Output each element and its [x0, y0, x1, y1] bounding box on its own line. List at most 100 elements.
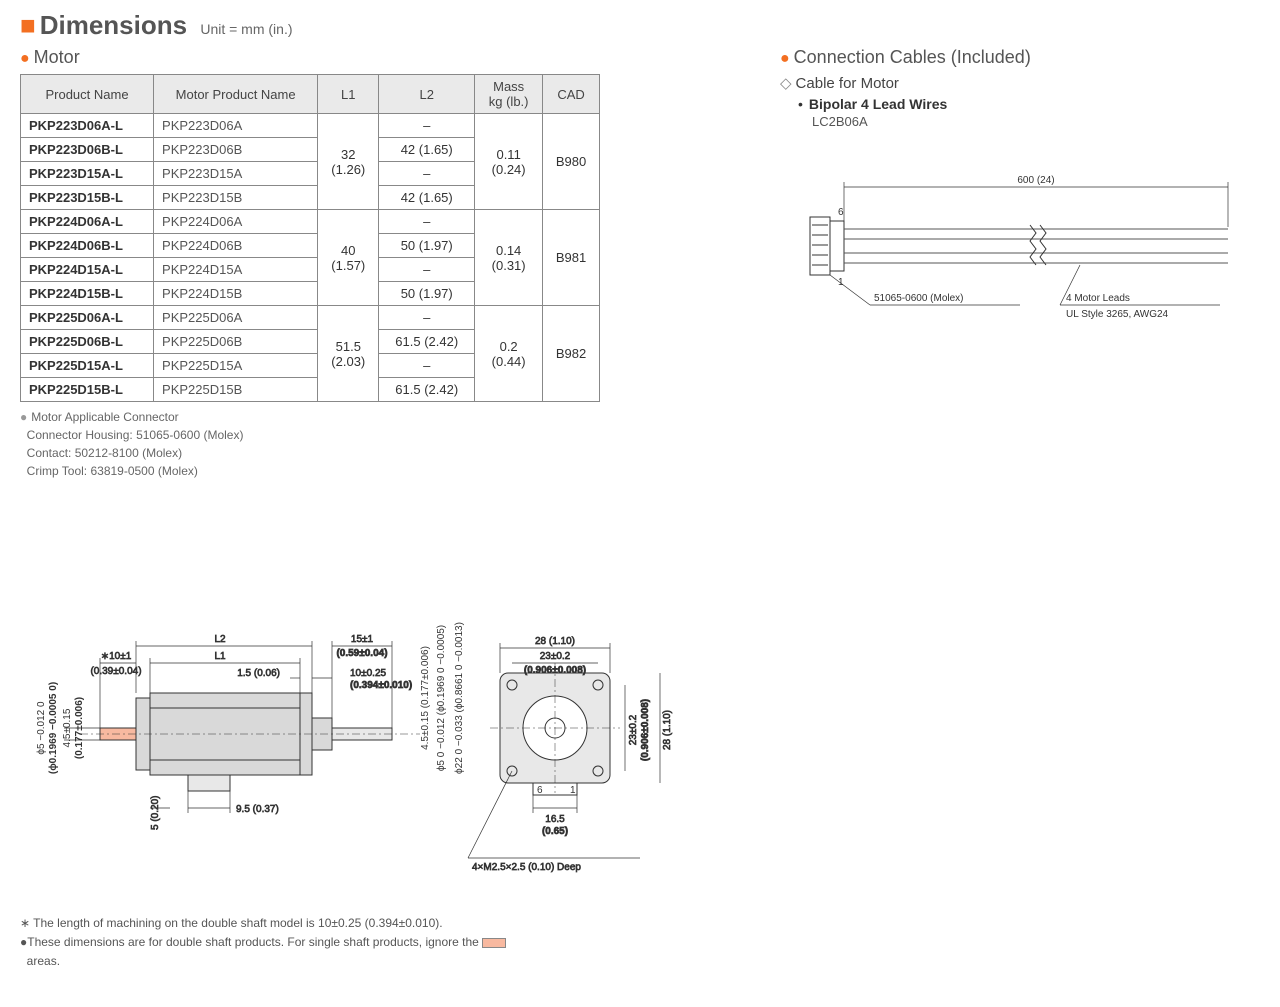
footnotes: ∗ The length of machining on the double …	[20, 914, 740, 972]
cell-product: PKP223D06A-L	[21, 114, 154, 138]
cell-l2: 42 (1.65)	[379, 186, 475, 210]
cell-motor: PKP224D06B	[154, 234, 318, 258]
cell-l2: –	[379, 162, 475, 186]
svg-text:∗10±1: ∗10±1	[101, 651, 132, 662]
cell-product: PKP223D15B-L	[21, 186, 154, 210]
cell-l2: 61.5 (2.42)	[379, 378, 475, 402]
footnote-areas: areas.	[27, 954, 60, 968]
cell-motor: PKP224D06A	[154, 210, 318, 234]
table-row: PKP224D06A-LPKP224D06A40(1.57)–0.14(0.31…	[21, 210, 600, 234]
svg-text:1: 1	[570, 785, 576, 796]
cell-motor: PKP223D06B	[154, 138, 318, 162]
cell-product: PKP224D06A-L	[21, 210, 154, 234]
svg-text:5 (0.20): 5 (0.20)	[150, 796, 161, 830]
unit-label: Unit = mm (in.)	[200, 21, 292, 37]
motor-heading-text: Motor	[34, 47, 80, 67]
title-square-icon: ■	[20, 10, 36, 40]
col-product-name: Product Name	[21, 75, 154, 114]
cable-type: Bipolar 4 Lead Wires	[809, 96, 947, 112]
cell-product: PKP223D15A-L	[21, 162, 154, 186]
svg-text:ϕ5 0 −0.012 (ϕ0.1969 0 −0.0005: ϕ5 0 −0.012 (ϕ0.1969 0 −0.0005)	[436, 625, 447, 771]
cell-product: PKP224D06B-L	[21, 234, 154, 258]
note-line: Crimp Tool: 63819-0500 (Molex)	[27, 464, 198, 478]
col-cad: CAD	[543, 75, 600, 114]
cell-motor: PKP224D15B	[154, 282, 318, 306]
cables-heading: ●Connection Cables (Included)	[780, 47, 1260, 68]
cell-motor: PKP225D15B	[154, 378, 318, 402]
cable-drawing: 6 1 600 (24) 51065-0600 (Molex) 4 Motor …	[780, 147, 1240, 347]
cell-cad: B982	[543, 306, 600, 402]
svg-text:4 Motor Leads: 4 Motor Leads	[1066, 293, 1130, 304]
svg-text:23±0.2: 23±0.2	[628, 714, 639, 745]
svg-text:1: 1	[838, 277, 844, 288]
note-line: Connector Housing: 51065-0600 (Molex)	[27, 428, 244, 442]
connector-notes-title: Motor Applicable Connector	[31, 410, 178, 424]
diamond-icon: ◇	[780, 75, 792, 92]
cell-motor: PKP223D15A	[154, 162, 318, 186]
svg-text:(0.39±0.04): (0.39±0.04)	[90, 666, 141, 677]
svg-text:15±1: 15±1	[351, 634, 374, 645]
title-text: Dimensions	[40, 10, 187, 40]
cell-l1: 32(1.26)	[318, 114, 379, 210]
svg-text:(0.394±0.010): (0.394±0.010)	[350, 680, 412, 691]
cell-product: PKP225D15A-L	[21, 354, 154, 378]
cell-product: PKP225D06A-L	[21, 306, 154, 330]
table-row: PKP223D06A-LPKP223D06A32(1.26)–0.11(0.24…	[21, 114, 600, 138]
svg-text:10±0.25: 10±0.25	[350, 668, 387, 679]
cell-cad: B980	[543, 114, 600, 210]
cell-product: PKP224D15B-L	[21, 282, 154, 306]
cell-motor: PKP223D15B	[154, 186, 318, 210]
svg-text:4.5±0.15 (0.177±0.006): 4.5±0.15 (0.177±0.006)	[420, 646, 431, 750]
motor-table: Product Name Motor Product Name L1 L2 Ma…	[20, 74, 600, 402]
cell-product: PKP225D15B-L	[21, 378, 154, 402]
svg-text:4×M2.5×2.5 (0.10) Deep: 4×M2.5×2.5 (0.10) Deep	[472, 862, 581, 873]
cell-motor: PKP225D06A	[154, 306, 318, 330]
svg-text:ϕ5 −0.012 0: ϕ5 −0.012 0	[36, 701, 47, 755]
dot-icon: ●	[780, 50, 790, 67]
page-title: ■Dimensions Unit = mm (in.)	[20, 10, 1260, 41]
cell-l2: 50 (1.97)	[379, 282, 475, 306]
cell-l2: –	[379, 354, 475, 378]
footnote-asterisk: ∗ The length of machining on the double …	[20, 914, 740, 933]
svg-text:600 (24): 600 (24)	[1017, 175, 1054, 186]
col-motor-product: Motor Product Name	[154, 75, 318, 114]
svg-text:(ϕ0.1969 −0.0005 0): (ϕ0.1969 −0.0005 0)	[48, 682, 59, 774]
svg-text:(0.906±0.008): (0.906±0.008)	[640, 699, 651, 761]
cell-mass: 0.2(0.44)	[475, 306, 543, 402]
cell-l1: 40(1.57)	[318, 210, 379, 306]
svg-text:(0.59±0.04): (0.59±0.04)	[336, 648, 387, 659]
motor-drawing: L2 L1 ∗10±1 (0.39±0.04) 1.5 (0.06)	[20, 498, 720, 898]
bullet-icon: •	[798, 96, 803, 112]
cell-motor: PKP224D15A	[154, 258, 318, 282]
svg-text:23±0.2: 23±0.2	[540, 651, 571, 662]
svg-text:16.5: 16.5	[545, 814, 565, 825]
svg-text:L1: L1	[214, 651, 226, 662]
cell-l2: 61.5 (2.42)	[379, 330, 475, 354]
svg-text:6: 6	[838, 207, 844, 218]
svg-text:(0.906±0.008): (0.906±0.008)	[524, 665, 586, 676]
cell-motor: PKP225D06B	[154, 330, 318, 354]
svg-text:28 (1.10): 28 (1.10)	[662, 710, 673, 750]
svg-text:ϕ22 0 −0.033 (ϕ0.8661 0 −0.001: ϕ22 0 −0.033 (ϕ0.8661 0 −0.0013)	[454, 622, 465, 774]
svg-text:UL Style 3265, AWG24: UL Style 3265, AWG24	[1066, 309, 1169, 320]
svg-text:6: 6	[537, 785, 543, 796]
table-row: PKP225D06A-LPKP225D06A51.5(2.03)–0.2(0.4…	[21, 306, 600, 330]
pink-box-icon	[482, 938, 506, 948]
cable-type-line: • Bipolar 4 Lead Wires	[798, 96, 1260, 112]
cell-l2: –	[379, 306, 475, 330]
connector-notes: ● Motor Applicable Connector Connector Ho…	[20, 408, 740, 480]
cell-l1: 51.5(2.03)	[318, 306, 379, 402]
footnote-double-shaft: These dimensions are for double shaft pr…	[27, 935, 479, 949]
gray-dot-icon: ●	[20, 410, 27, 424]
cell-l2: –	[379, 114, 475, 138]
cell-l2: 42 (1.65)	[379, 138, 475, 162]
cable-subheading: ◇Cable for Motor	[780, 74, 1260, 92]
cell-mass: 0.11(0.24)	[475, 114, 543, 210]
svg-text:51065-0600 (Molex): 51065-0600 (Molex)	[874, 293, 964, 304]
col-mass: Masskg (lb.)	[475, 75, 543, 114]
cables-heading-text: Connection Cables (Included)	[794, 47, 1031, 67]
motor-heading: ●Motor	[20, 47, 740, 68]
svg-text:L2: L2	[214, 634, 226, 645]
cell-motor: PKP225D15A	[154, 354, 318, 378]
cell-motor: PKP223D06A	[154, 114, 318, 138]
